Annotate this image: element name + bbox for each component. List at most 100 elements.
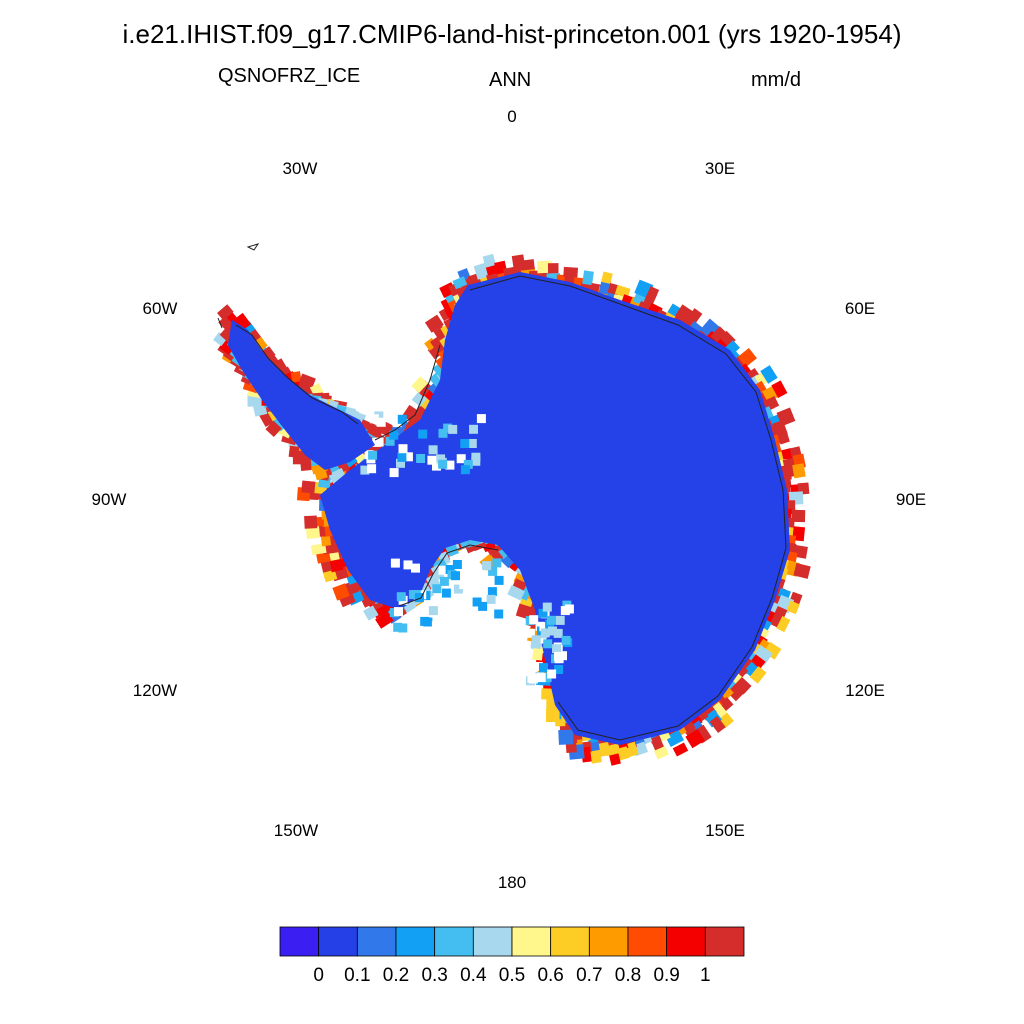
lon-label-120e: 120E xyxy=(845,681,885,700)
variable-label: QSNOFRZ_ICE xyxy=(218,65,361,87)
ice-shelf-cell xyxy=(487,587,497,597)
ice-shelf-cell xyxy=(367,464,377,474)
ice-shelf-cell xyxy=(555,615,565,625)
flux-cell xyxy=(402,404,422,424)
flux-cell xyxy=(709,702,727,720)
flux-cell xyxy=(338,592,356,608)
ice-shelf-cell xyxy=(453,576,463,586)
colorbar-tick-label: 0 xyxy=(313,965,324,986)
ice-shelf-cell xyxy=(469,424,478,434)
flux-cell xyxy=(686,308,703,326)
ice-shelf-cell xyxy=(411,563,420,573)
ice-shelf-cell xyxy=(538,608,548,618)
ice-shelf-cell xyxy=(441,588,451,598)
flux-cell xyxy=(793,562,811,579)
lon-label-180: 180 xyxy=(497,873,527,892)
ice-shelf-cell xyxy=(494,575,504,585)
flux-cell xyxy=(218,315,232,330)
flux-cell xyxy=(332,583,350,601)
colorbar-tick-label: 1 xyxy=(700,965,711,986)
flux-cell xyxy=(645,286,660,302)
flux-cell xyxy=(290,371,302,383)
ice-shelf-cell xyxy=(548,626,557,636)
ice-shelf-cell xyxy=(448,424,458,434)
colorbar-tick-label: 0.3 xyxy=(421,965,448,986)
ice-shelf-cell xyxy=(478,601,488,611)
ice-shelf-cell xyxy=(369,414,379,424)
flux-cell xyxy=(749,666,767,684)
interior-light-cells xyxy=(360,411,574,686)
ice-shelf-cell xyxy=(492,558,502,568)
flux-cell xyxy=(482,253,496,268)
ice-shelf-cell xyxy=(427,455,437,465)
ice-shelf-cell xyxy=(554,665,564,674)
ice-shelf-cell xyxy=(374,437,384,447)
flux-cell xyxy=(314,467,328,481)
flux-cell xyxy=(760,365,778,384)
ice-shelf-cell xyxy=(445,565,455,574)
ice-shelf-cell xyxy=(438,459,448,469)
ice-shelf-cell xyxy=(463,459,473,469)
colorbar-box xyxy=(434,926,474,957)
lon-label-60e: 60E xyxy=(844,299,876,318)
ice-shelf-cell xyxy=(428,445,438,455)
ice-shelf-cell xyxy=(554,651,563,661)
ice-shelf-cell xyxy=(547,669,557,679)
ice-shelf-cell xyxy=(439,576,449,586)
colorbar-tick-label: 0.7 xyxy=(576,965,603,986)
colorbar-box xyxy=(704,926,745,957)
ice-shelf-cell xyxy=(403,560,413,570)
flux-cell xyxy=(776,430,790,445)
ice-shelf-cell xyxy=(467,439,477,448)
ice-shelf-cell xyxy=(431,621,441,631)
flux-cell xyxy=(693,724,712,744)
ice-shelf-cell xyxy=(542,602,552,612)
ice-shelf-cell xyxy=(403,452,413,462)
ice-shelf-cell xyxy=(393,622,403,632)
ice-shelf-cell xyxy=(368,450,378,460)
ice-shelf-cell xyxy=(537,634,547,644)
colorbar-tick-label: 0.4 xyxy=(460,965,487,986)
flux-cell xyxy=(298,373,316,389)
ice-shelf-cell xyxy=(529,615,539,625)
ice-shelf-cell xyxy=(392,418,402,428)
colorbar-box xyxy=(550,926,590,957)
ice-shelf-cell xyxy=(385,436,395,446)
flux-cell xyxy=(563,266,579,278)
flux-cell xyxy=(709,715,726,733)
ice-shelf-cell xyxy=(360,465,370,475)
flux-cell xyxy=(737,348,757,368)
ice-shelf-cell xyxy=(420,616,430,626)
ice-shelf-cell xyxy=(471,452,481,462)
ice-shelf-cell xyxy=(398,623,408,633)
flux-cell xyxy=(256,394,268,406)
ice-shelf-cell xyxy=(539,663,548,673)
flux-cell xyxy=(558,729,574,745)
lon-label-150e: 150E xyxy=(705,821,745,840)
colorbar-box xyxy=(588,926,629,957)
ice-shelf-cell xyxy=(397,414,407,424)
flux-cell xyxy=(771,380,788,399)
ice-shelf-cell xyxy=(457,596,467,606)
antarctic-peninsula xyxy=(228,320,375,470)
flux-cell xyxy=(727,682,746,702)
ice-shelf-cell xyxy=(460,439,470,448)
ice-shelf-cell xyxy=(531,635,541,645)
lon-label-150w: 150W xyxy=(273,821,319,840)
flux-cell xyxy=(733,676,752,695)
ice-shelf-cell xyxy=(452,560,462,569)
flux-cell xyxy=(288,445,300,458)
flux-cell xyxy=(672,742,689,757)
lon-label-120w: 120W xyxy=(132,681,178,700)
ice-shelf-cell xyxy=(414,593,424,603)
ice-shelf-cell xyxy=(432,461,441,471)
ice-shelf-cell xyxy=(460,465,470,475)
ice-shelf-cell xyxy=(396,592,406,602)
coastline xyxy=(217,243,787,741)
ice-shelf-cell xyxy=(418,429,428,439)
flux-cell xyxy=(316,551,331,564)
ice-shelf-cell xyxy=(546,615,556,625)
flux-cell xyxy=(786,600,800,615)
colorbar-tick-label: 0.2 xyxy=(382,965,410,986)
